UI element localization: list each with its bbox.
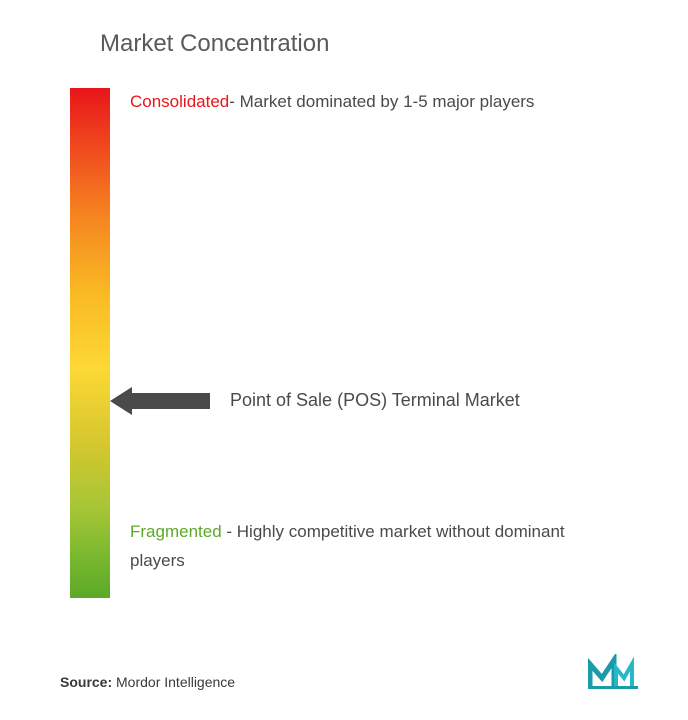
source-attribution: Source: Mordor Intelligence: [60, 674, 235, 690]
arrow-left-icon: [110, 393, 210, 409]
consolidated-text: - Market dominated by 1-5 major players: [229, 92, 534, 111]
consolidated-label: Consolidated- Market dominated by 1-5 ma…: [130, 88, 598, 117]
footer: Source: Mordor Intelligence: [60, 654, 638, 690]
market-label: Point of Sale (POS) Terminal Market: [230, 388, 520, 413]
market-pointer: Point of Sale (POS) Terminal Market: [110, 388, 520, 413]
page-title: Market Concentration: [100, 30, 638, 58]
content-area: Consolidated- Market dominated by 1-5 ma…: [50, 88, 638, 618]
concentration-gradient-bar: [70, 88, 110, 598]
consolidated-highlight: Consolidated: [130, 92, 229, 111]
labels-area: Consolidated- Market dominated by 1-5 ma…: [130, 88, 638, 618]
source-value: Mordor Intelligence: [116, 674, 235, 690]
mordor-logo-icon: [588, 654, 638, 690]
fragmented-highlight: Fragmented: [130, 522, 222, 541]
fragmented-label: Fragmented - Highly competitive market w…: [130, 518, 598, 576]
source-label: Source:: [60, 674, 112, 690]
